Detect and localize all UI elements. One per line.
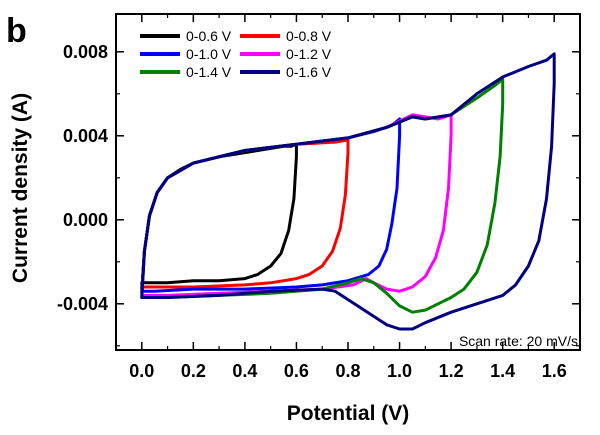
legend-label-3: 0-1.2 V (286, 46, 332, 62)
series-line-5 (140, 52, 556, 331)
series-line-3 (140, 113, 453, 297)
series-line-0 (140, 142, 298, 291)
series-line-1 (140, 138, 350, 293)
x-tick-label: 1.2 (439, 361, 464, 381)
y-tick-label: 0.000 (63, 210, 108, 230)
y-tick-label: -0.004 (57, 294, 108, 314)
x-tick-label: 1.6 (542, 361, 567, 381)
y-axis-title: Current density (A) (9, 93, 32, 283)
y-tick-label: 0.004 (63, 126, 108, 146)
y-axis: -0.004 0.000 0.004 0.008 (57, 42, 580, 347)
legend: 0-0.6 V 0-0.8 V 0-1.0 V 0-1.2 V 0-1.4 V 0-1.6… (140, 28, 332, 80)
legend-label-2: 0-1.0 V (186, 46, 232, 62)
x-tick-label: 1.4 (490, 361, 515, 381)
series-layer (140, 52, 556, 331)
scan-rate-annotation: Scan rate: 20 mV/s (459, 333, 578, 349)
x-tick-label: 0.8 (335, 361, 360, 381)
legend-label-1: 0-0.8 V (286, 28, 332, 44)
x-tick-label: 0.2 (181, 361, 206, 381)
x-axis: 0.0 0.2 0.4 0.6 0.8 1.0 1.2 1.4 1.6 (129, 14, 567, 381)
x-tick-label: 0.6 (284, 361, 309, 381)
x-tick-label: 1.0 (387, 361, 412, 381)
panel-label: b (6, 12, 27, 50)
legend-label-5: 0-1.6 V (286, 64, 332, 80)
x-tick-label: 0.4 (232, 361, 257, 381)
legend-label-0: 0-0.6 V (186, 28, 232, 44)
y-tick-label: 0.008 (63, 42, 108, 62)
legend-label-4: 0-1.4 V (186, 64, 232, 80)
x-tick-label: 0.0 (129, 361, 154, 381)
x-axis-title: Potential (V) (287, 402, 410, 425)
